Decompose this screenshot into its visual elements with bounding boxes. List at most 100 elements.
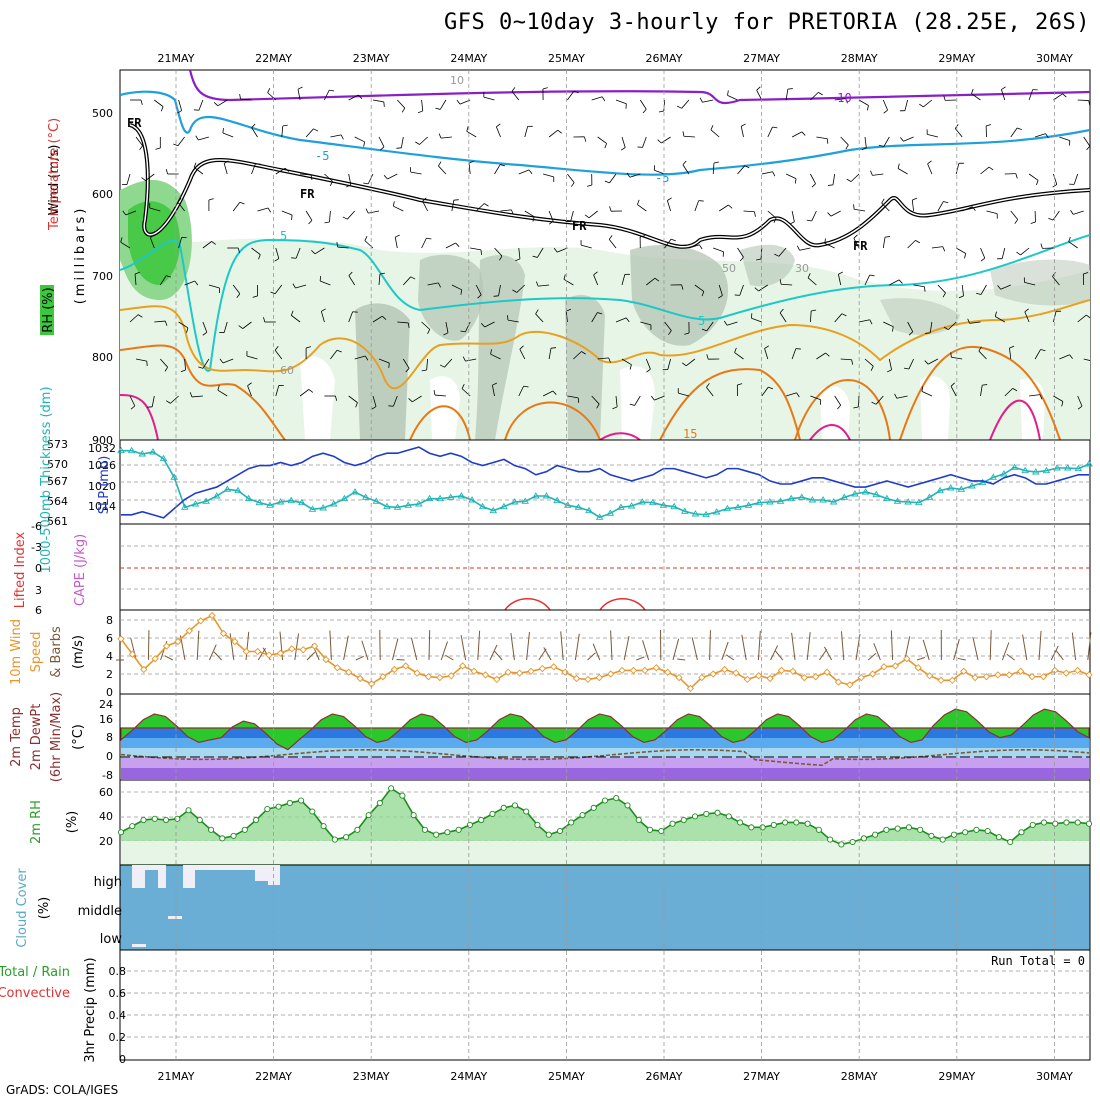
wind-barb bbox=[465, 321, 471, 333]
wind-barb-feather bbox=[741, 123, 746, 127]
wind-barb-feather bbox=[1036, 180, 1039, 186]
wind-barb bbox=[615, 99, 627, 105]
cloud-clear-b bbox=[183, 865, 280, 888]
wind-speed-point bbox=[299, 646, 307, 654]
rh2m-point bbox=[984, 827, 991, 835]
wind-speed-point bbox=[345, 668, 353, 676]
wind10m-barb bbox=[972, 636, 979, 661]
wind-barb-feather bbox=[443, 332, 449, 336]
wind-barb bbox=[246, 355, 258, 360]
wind-barb-feather bbox=[461, 383, 465, 389]
wind-barb-feather bbox=[310, 174, 313, 180]
wind-barb-feather bbox=[166, 275, 172, 278]
wind-barb bbox=[320, 311, 325, 323]
wind-barb-feather bbox=[466, 126, 469, 132]
wind-barb bbox=[702, 99, 714, 103]
rh2m-point bbox=[129, 823, 136, 830]
rh2m-point bbox=[309, 808, 316, 815]
thickness-point bbox=[457, 492, 466, 499]
wind-barb bbox=[761, 171, 773, 175]
wind-barb-feather bbox=[608, 357, 611, 363]
wind-barb bbox=[403, 276, 411, 286]
wind-barb bbox=[387, 173, 398, 180]
wind10m-barb bbox=[445, 654, 454, 661]
wind-barb bbox=[921, 390, 933, 397]
wind-barb bbox=[378, 358, 390, 364]
wind-barb-feather bbox=[581, 351, 586, 355]
wind-barb-feather bbox=[346, 184, 351, 188]
wind-barb-feather bbox=[130, 405, 136, 410]
wind-barb bbox=[300, 173, 312, 176]
rh2m-point bbox=[253, 816, 260, 824]
wind-barb-feather bbox=[727, 90, 729, 96]
thickness-point bbox=[680, 507, 689, 514]
wind-barb-feather bbox=[160, 106, 164, 112]
wind-barb bbox=[1001, 247, 1006, 259]
rh2m-point bbox=[680, 816, 687, 824]
wind-barb bbox=[1073, 210, 1084, 215]
wind-speed-point bbox=[663, 668, 672, 676]
wind-barb bbox=[645, 358, 651, 370]
rh2m-point bbox=[883, 826, 890, 833]
wind-speed-point bbox=[538, 664, 547, 673]
wind-barb bbox=[518, 169, 530, 175]
wind-barb-feather bbox=[247, 382, 252, 387]
wind-barb bbox=[1024, 311, 1030, 323]
contour-label-fr-a: FR bbox=[127, 116, 142, 130]
wind-barb-feather bbox=[355, 402, 358, 408]
wind-barb-feather bbox=[566, 308, 572, 312]
wind-barb-feather bbox=[734, 347, 737, 353]
wind-barb-feather bbox=[637, 199, 640, 205]
thickness-point bbox=[468, 496, 476, 503]
rh2m-point bbox=[399, 792, 406, 799]
wind-barb-feather bbox=[921, 386, 924, 392]
wind-barb-feather bbox=[824, 238, 826, 244]
wind10m-ylabel-c: & Barbs bbox=[49, 626, 64, 678]
precip-frame bbox=[119, 949, 1091, 1061]
wind-speed-point bbox=[1005, 671, 1013, 679]
date-label-top: 23MAY bbox=[353, 52, 390, 65]
wind-barb bbox=[542, 390, 554, 397]
stability-panel: -6 -3 0 3 6 Lifted Index CAPE (J/kg) bbox=[13, 520, 1091, 617]
wind-speed-point bbox=[447, 672, 455, 680]
rh2m-point bbox=[1085, 820, 1093, 827]
wind10m-barb bbox=[721, 641, 729, 661]
date-label-top: 30MAY bbox=[1036, 52, 1073, 65]
thickness-point bbox=[415, 500, 423, 507]
wind-barb-feather bbox=[426, 237, 432, 240]
wind-speed-point bbox=[356, 674, 364, 683]
wind-speed-point bbox=[515, 669, 524, 677]
ytick-p0: 0 bbox=[119, 1053, 126, 1066]
ytick-rh60: 60 bbox=[99, 786, 113, 799]
wind-barb bbox=[737, 165, 746, 175]
wind-barb bbox=[170, 395, 179, 404]
wind-barb bbox=[567, 173, 575, 183]
wind-speed-point bbox=[834, 678, 843, 686]
wind10m-barb bbox=[989, 630, 992, 661]
temp-band-8 bbox=[121, 728, 1089, 738]
wind-barb bbox=[883, 321, 894, 328]
thickness-point bbox=[319, 504, 327, 511]
wind-barb bbox=[1077, 395, 1083, 407]
wind10m-barb bbox=[636, 656, 645, 661]
wind-barb-feather bbox=[329, 89, 335, 92]
wind-barb bbox=[222, 132, 234, 138]
wind-barb-feather bbox=[950, 382, 955, 387]
wind-barb bbox=[492, 385, 495, 397]
wind-barb bbox=[126, 173, 131, 185]
thickness-point bbox=[776, 497, 785, 504]
wind-barb bbox=[1059, 354, 1070, 360]
wind-barb bbox=[740, 126, 744, 138]
rh2m-point bbox=[388, 785, 395, 792]
thickness-point bbox=[191, 500, 200, 507]
thickness-point bbox=[532, 492, 540, 499]
wind-barb-feather bbox=[943, 95, 946, 101]
wind-barb bbox=[519, 349, 526, 360]
ytick-t16: 16 bbox=[99, 713, 113, 726]
wind10m-barb bbox=[904, 636, 911, 661]
wind-barb bbox=[1059, 136, 1070, 141]
thickness-point bbox=[723, 504, 732, 512]
wind-speed-point bbox=[891, 662, 900, 670]
wind-barb bbox=[125, 210, 137, 216]
wind-barb-feather bbox=[500, 164, 506, 167]
